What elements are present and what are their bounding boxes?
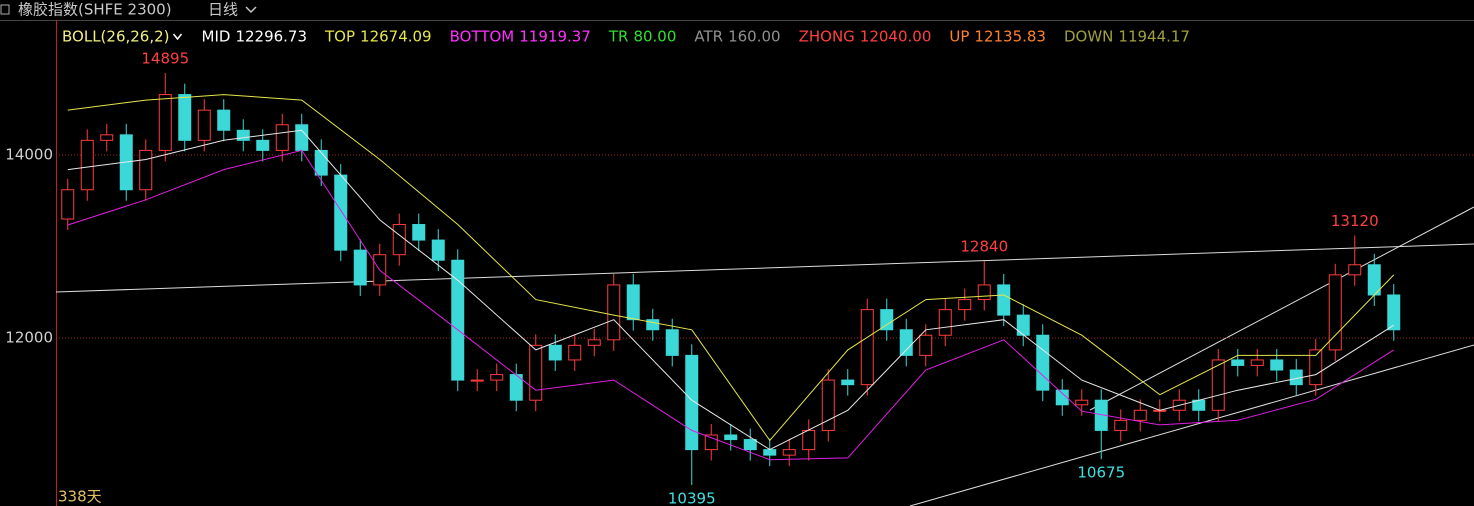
extreme-label: 13120 (1331, 212, 1379, 230)
candle-body (1036, 334, 1050, 391)
candle-body (548, 344, 562, 361)
legend-name: TR (608, 28, 629, 46)
candle-body (275, 124, 289, 151)
candle-body (860, 309, 874, 386)
candle-body (392, 224, 406, 256)
legend-value: 12674.09 (360, 28, 432, 46)
candle-body (1075, 399, 1089, 406)
y-tick-label: 14000 (5, 145, 53, 163)
legend-value: 11944.17 (1118, 28, 1190, 46)
candle-body (451, 259, 465, 381)
candle-body (1387, 294, 1401, 331)
legend-name: DOWN (1064, 28, 1113, 46)
candle-body (607, 284, 621, 341)
period-selector[interactable]: 日线 (208, 1, 238, 19)
boll-mid-line (67, 129, 1395, 451)
legend-name: BOTTOM (450, 28, 515, 46)
bar-count-label: 338天 (58, 488, 102, 506)
candle-body (334, 174, 348, 251)
candle-body (626, 284, 640, 321)
legend-name: BOLL(26,26,2) (62, 28, 170, 46)
candle-body (821, 379, 835, 431)
candle-body (1270, 359, 1284, 371)
candle-body (1114, 419, 1128, 431)
candle-body (256, 139, 270, 151)
candle-body (470, 379, 484, 382)
legend-value: 11919.37 (519, 28, 591, 46)
candle-body (314, 149, 328, 176)
candle-body (490, 374, 504, 381)
candle-body (685, 354, 699, 451)
extreme-label: 10675 (1077, 464, 1125, 482)
candle-body (158, 94, 172, 151)
candle-body (646, 319, 660, 331)
candle-body (529, 344, 543, 401)
candle-body (1309, 349, 1323, 386)
candle-body (724, 434, 738, 441)
candle-body (61, 189, 75, 220)
y-tick-label: 12000 (5, 328, 53, 346)
candle-body (743, 439, 757, 451)
candle-body (1328, 274, 1342, 351)
trend-line (55, 243, 1474, 293)
candle-body (1348, 264, 1362, 276)
candle-body (100, 134, 114, 141)
legend-name: ATR (694, 28, 723, 46)
symbol-title: 橡胶指数(SHFE 2300) (18, 1, 172, 19)
legend-name: MID (202, 28, 231, 46)
legend-dropdown-arrow (172, 33, 183, 41)
candle-body (1055, 389, 1069, 406)
extreme-label: 12840 (960, 238, 1008, 256)
candle-body (763, 449, 777, 456)
legend-value: 12296.73 (235, 28, 307, 46)
legend-name: ZHONG (799, 28, 855, 46)
candle-body (1211, 359, 1225, 411)
trend-line (909, 344, 1474, 506)
candle-body (1231, 359, 1245, 366)
legend-name: UP (949, 28, 969, 46)
candle-body (431, 239, 445, 261)
menu-icon[interactable] (0, 4, 10, 15)
candle-body (295, 124, 309, 151)
candle-body (665, 329, 679, 356)
candle-body (353, 249, 367, 286)
candle-body (802, 429, 816, 451)
candle-body (217, 109, 231, 131)
boll-top-line (67, 94, 1395, 442)
candle-body (977, 284, 991, 301)
extreme-label: 10395 (668, 489, 716, 506)
candle-body (919, 334, 933, 356)
candle-body (139, 149, 153, 191)
legend-name: TOP (324, 28, 355, 46)
candle-body (938, 309, 952, 336)
legend-value: 80.00 (633, 28, 676, 46)
candle-body (958, 299, 972, 311)
candle-body (178, 94, 192, 141)
candle-body (1133, 409, 1147, 421)
candle-body (1250, 359, 1264, 366)
period-dropdown-arrow[interactable] (245, 6, 257, 14)
candle-body (568, 344, 582, 361)
candle-body (80, 139, 94, 191)
candle-body (236, 129, 250, 141)
candle-body (899, 329, 913, 356)
legend-value: 12040.00 (860, 28, 932, 46)
candle-body (841, 379, 855, 386)
legend-value: 12135.83 (974, 28, 1046, 46)
candle-body (412, 224, 426, 241)
candle-body (587, 339, 601, 346)
boll-bottom-line (67, 149, 1395, 461)
candle-body (197, 109, 211, 141)
candle-body (997, 284, 1011, 316)
legend-value: 160.00 (728, 28, 781, 46)
candle-body (1016, 314, 1030, 336)
trend-line (1089, 206, 1474, 411)
candle-body (880, 309, 894, 331)
candle-body (782, 449, 796, 456)
extreme-label: 14895 (141, 50, 189, 68)
